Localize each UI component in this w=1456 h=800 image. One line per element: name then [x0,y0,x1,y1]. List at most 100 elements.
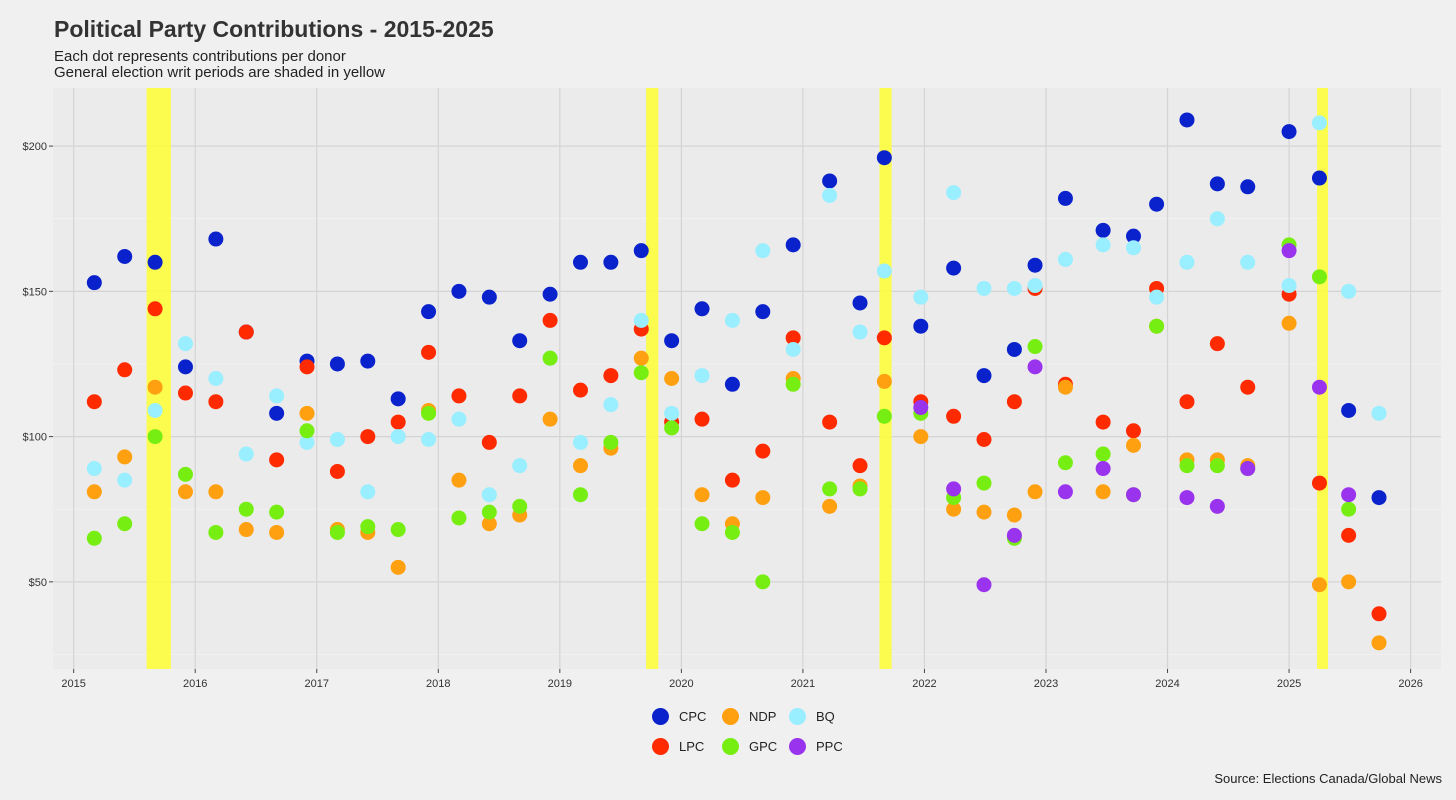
point-lpc [755,443,771,459]
point-lpc [1311,475,1327,491]
point-ndp [1371,635,1387,651]
point-lpc [451,388,467,404]
point-bq [852,324,868,340]
point-bq [1240,254,1256,270]
point-cpc [1281,124,1297,140]
point-gpc [755,574,771,590]
legend-label-ndp: NDP [749,708,777,724]
point-ndp [976,504,992,520]
point-cpc [329,356,345,372]
point-cpc [481,289,497,305]
writ-period-band-2 [646,88,659,669]
point-ndp [1027,484,1043,500]
point-bq [572,434,588,450]
legend-item-ndp: NDP [722,706,789,726]
point-cpc [1240,179,1256,195]
point-bq [421,432,437,448]
point-ndp [1095,484,1111,500]
point-cpc [694,301,710,317]
point-bq [1126,240,1142,256]
writ-period-band-1 [146,88,171,669]
point-cpc [177,359,193,375]
point-ppc [1209,498,1225,514]
point-cpc [86,275,102,291]
y-tick-label-100: $100 [23,432,47,444]
legend-item-cpc: CPC [652,706,722,726]
point-lpc [1179,394,1195,410]
point-ndp [1057,379,1073,395]
point-lpc [1126,423,1142,439]
point-cpc [876,150,892,166]
point-gpc [1027,339,1043,355]
point-bq [1341,283,1357,299]
point-ndp [1311,577,1327,593]
point-bq [177,336,193,352]
point-bq [481,487,497,503]
point-ndp [451,472,467,488]
point-lpc [852,458,868,474]
point-ndp [1281,315,1297,331]
x-tick-label-2024: 2024 [1155,678,1179,690]
point-ppc [1095,461,1111,477]
point-bq [755,243,771,259]
point-cpc [603,254,619,270]
point-bq [1371,405,1387,421]
x-tick-label-2016: 2016 [183,678,207,690]
point-lpc [724,472,740,488]
point-cpc [451,283,467,299]
y-tick-label-200: $200 [23,141,47,153]
point-cpc [512,333,528,349]
point-ndp [913,429,929,445]
point-ndp [1341,574,1357,590]
point-ndp [1126,437,1142,453]
point-gpc [572,487,588,503]
point-bq [329,432,345,448]
point-lpc [542,312,558,328]
point-ndp [208,484,224,500]
point-ndp [238,522,254,538]
point-bq [360,484,376,500]
point-gpc [852,481,868,497]
point-lpc [694,411,710,427]
point-gpc [664,420,680,436]
x-tick-label-2020: 2020 [669,678,693,690]
point-ppc [1027,359,1043,375]
point-cpc [208,231,224,247]
point-gpc [238,501,254,517]
plot-panel [53,88,1441,669]
point-ppc [1311,379,1327,395]
point-cpc [913,318,929,334]
point-bq [238,446,254,462]
point-bq [1281,278,1297,294]
legend-swatch-ndp [722,707,739,725]
point-gpc [876,408,892,424]
legend-label-ppc: PPC [816,738,843,754]
point-bq [976,280,992,296]
point-cpc [572,254,588,270]
point-lpc [329,463,345,479]
legend: CPC NDP BQ LPC GPC PPC [652,706,849,756]
point-gpc [633,365,649,381]
point-bq [208,371,224,386]
x-tick-label-2026: 2026 [1398,678,1422,690]
point-bq [269,388,285,404]
point-ndp [664,371,680,386]
x-tick-label-2025: 2025 [1277,678,1301,690]
point-lpc [1209,336,1225,352]
point-bq [1209,211,1225,227]
writ-period-band-4 [1317,88,1328,669]
point-gpc [694,516,710,532]
point-gpc [1149,318,1165,334]
point-lpc [1341,527,1357,543]
point-gpc [1057,455,1073,471]
legend-swatch-cpc [652,707,669,725]
point-lpc [876,330,892,346]
point-lpc [1240,379,1256,395]
point-lpc [1371,606,1387,622]
point-cpc [755,304,771,320]
point-gpc [481,504,497,520]
chart-title: Political Party Contributions - 2015-202… [54,16,494,42]
point-bq [913,289,929,305]
point-bq [785,341,801,357]
